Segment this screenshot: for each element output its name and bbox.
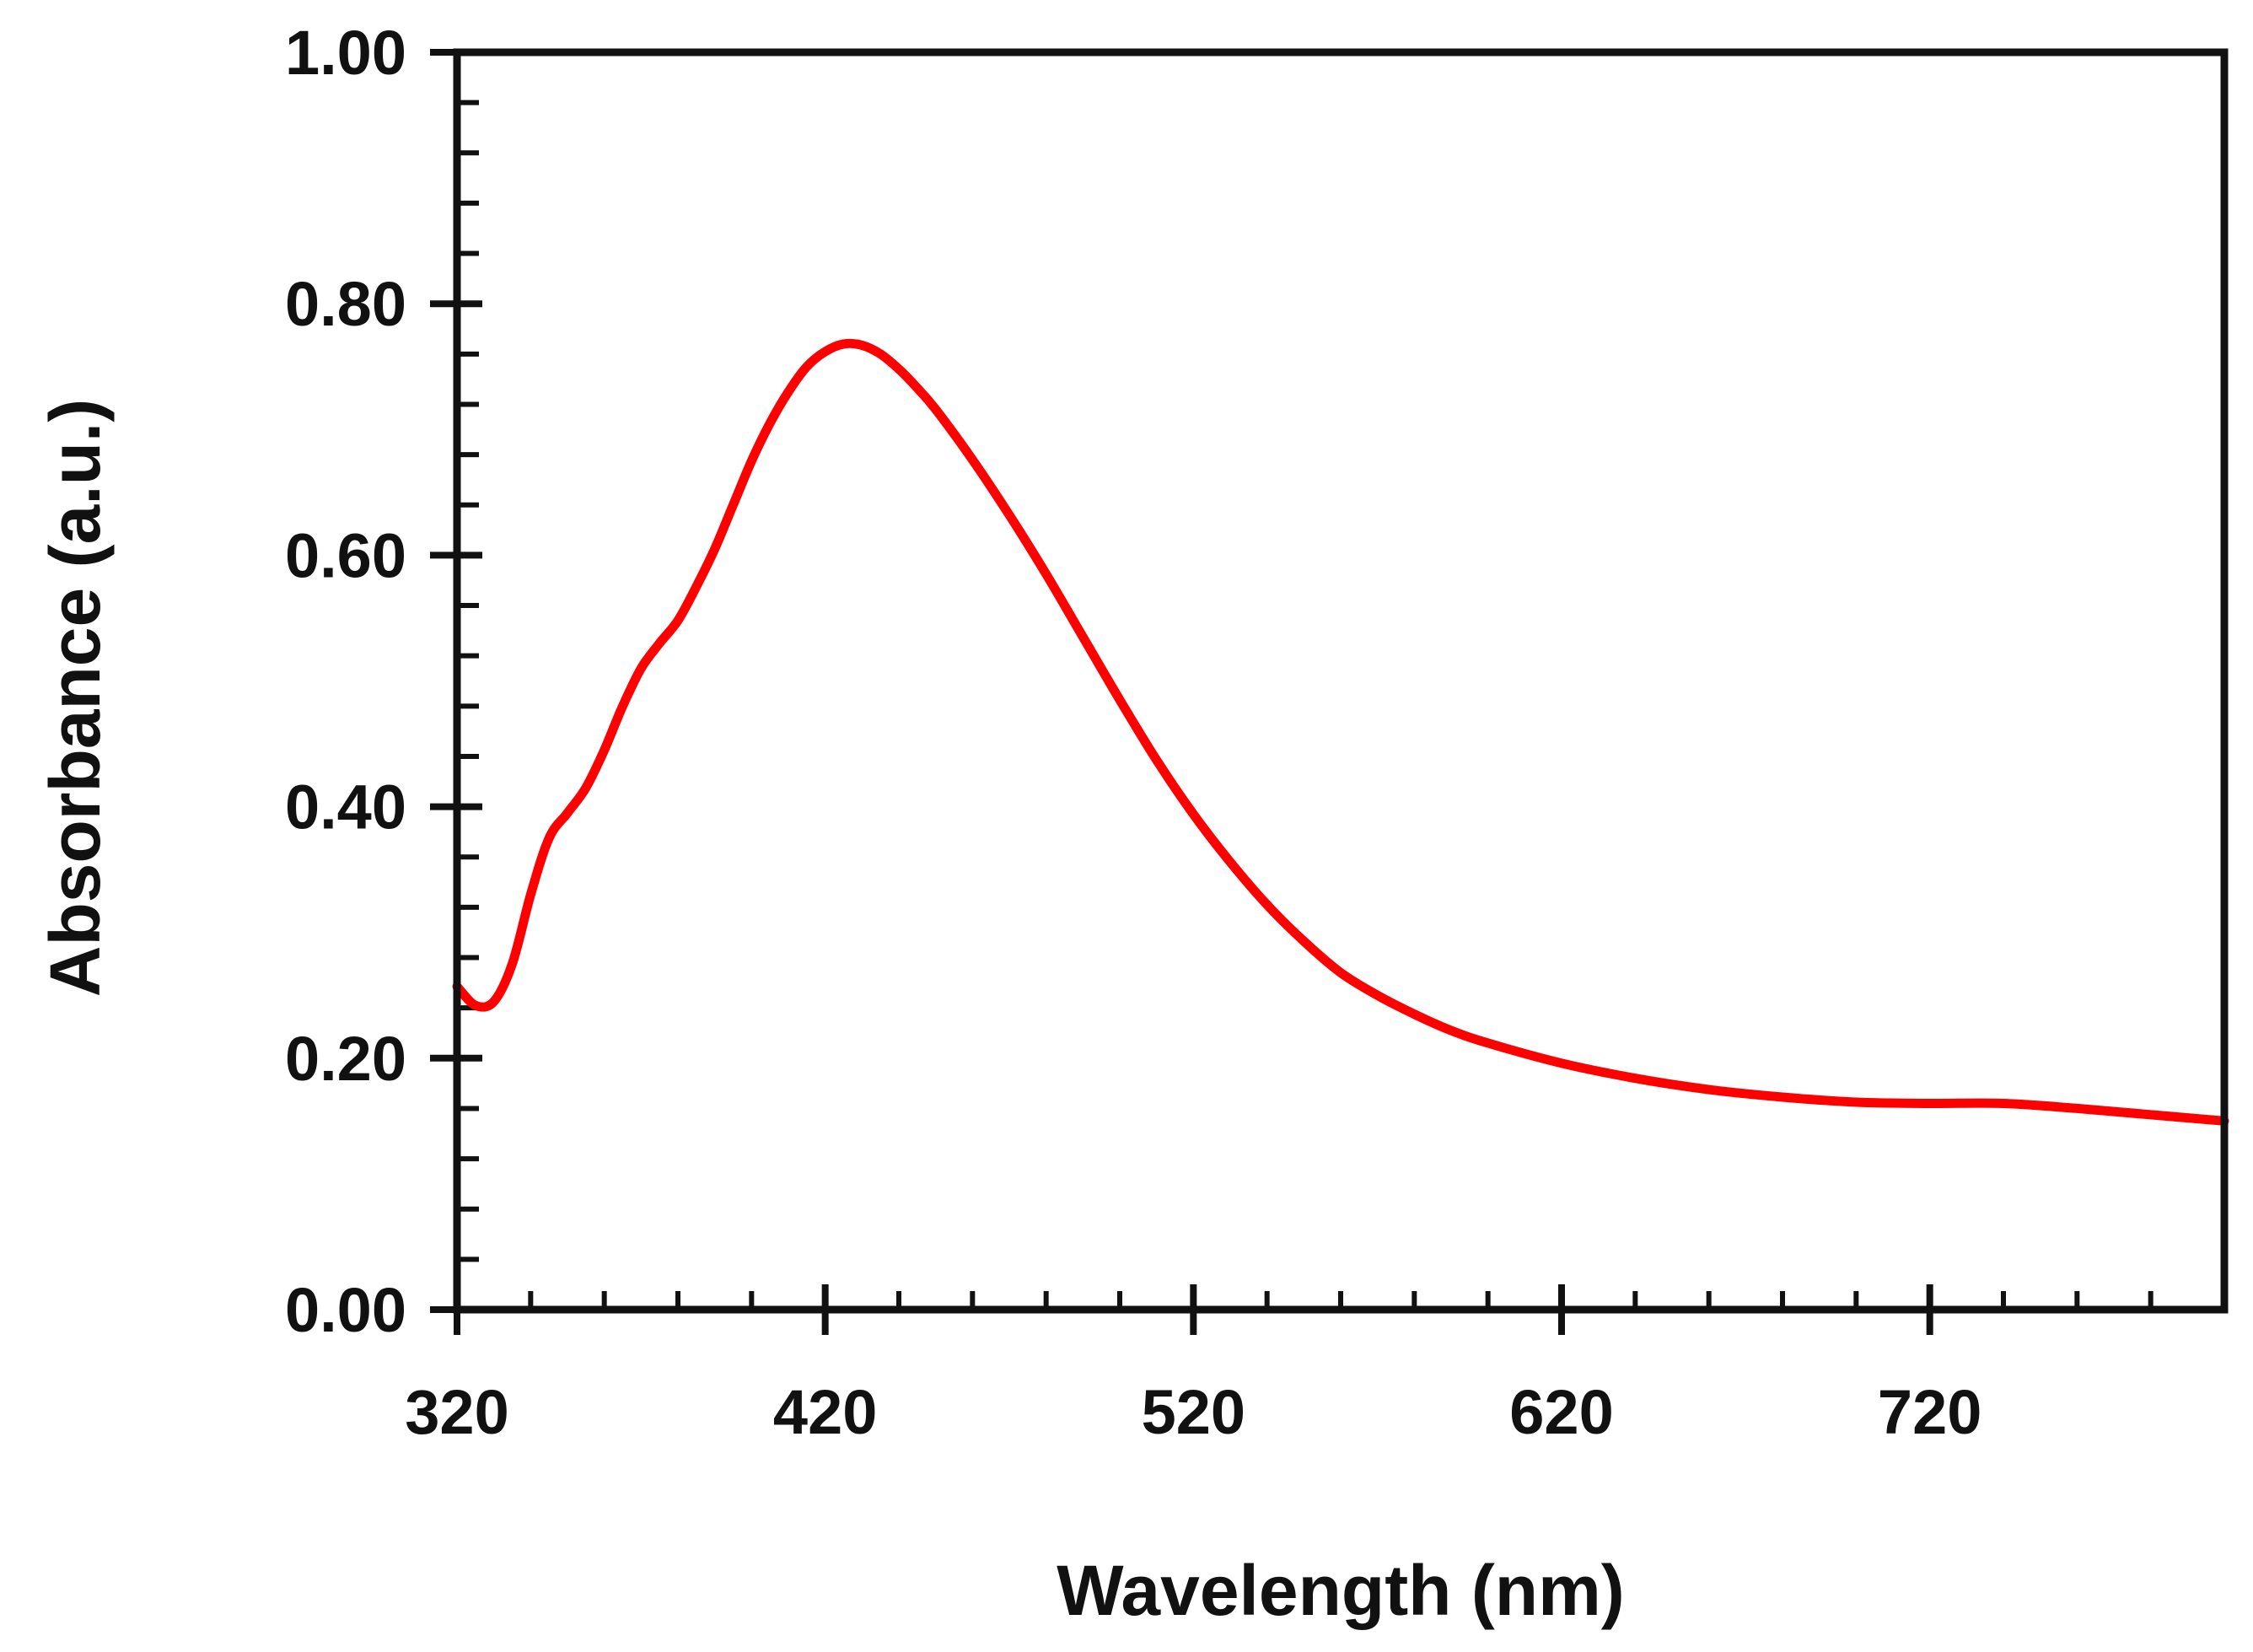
y-tick-label: 0.80 — [285, 269, 406, 339]
y-axis-label: Absorbance (a.u.) — [35, 399, 115, 997]
x-tick-label: 720 — [1878, 1377, 1981, 1447]
plot-frame — [453, 48, 2229, 1314]
y-tick-label: 0.60 — [285, 520, 406, 590]
x-tick-labels: 320 420 520 620 720 — [405, 1377, 1981, 1447]
x-tick-label: 520 — [1142, 1377, 1245, 1447]
x-tick-label: 420 — [773, 1377, 877, 1447]
absorbance-series-line — [452, 338, 2229, 1126]
y-tick-labels: 0.00 0.20 0.40 0.60 0.80 1.00 — [285, 18, 406, 1345]
series-layer — [452, 338, 2229, 1126]
y-tick-label: 0.00 — [285, 1275, 406, 1345]
y-tick-label: 0.20 — [285, 1024, 406, 1094]
x-axis-label: Wavelength (nm) — [1057, 1551, 1625, 1630]
x-tick-label: 320 — [405, 1377, 508, 1447]
y-tick-label: 1.00 — [285, 18, 406, 88]
y-tick-label: 0.40 — [285, 772, 406, 842]
x-tick-label: 620 — [1509, 1377, 1613, 1447]
